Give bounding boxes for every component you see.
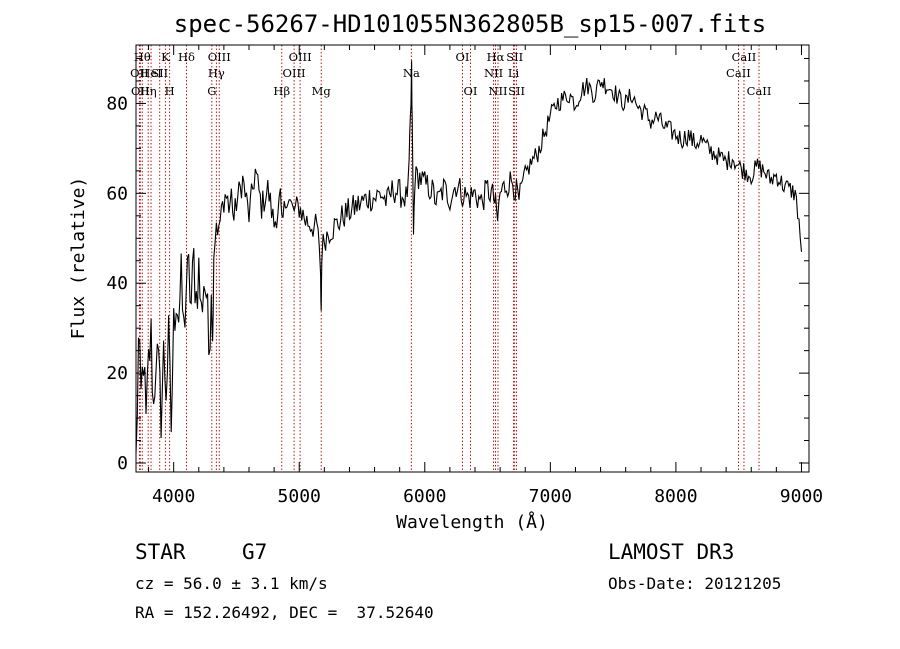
redshift-cz: cz = 56.0 ± 3.1 km/s xyxy=(135,574,328,593)
line-label: SII xyxy=(508,84,525,98)
line-label: HeI xyxy=(140,66,161,80)
line-label: Hα xyxy=(487,50,505,64)
line-label: Hη xyxy=(140,84,157,98)
line-label: Hθ xyxy=(134,50,151,64)
x-axis-label: Wavelength (Å) xyxy=(396,511,548,533)
line-label: CaII xyxy=(732,50,757,64)
line-label: SII xyxy=(506,50,523,64)
line-label: OI xyxy=(463,84,477,98)
line-label: Hβ xyxy=(273,84,290,98)
object-class: STAR xyxy=(135,540,186,564)
x-tick-label: 4000 xyxy=(152,486,195,507)
line-label: OIII xyxy=(208,50,231,64)
y-tick-label: 20 xyxy=(106,363,128,384)
x-tick-label: 5000 xyxy=(278,486,321,507)
line-label: Mg xyxy=(312,84,332,98)
line-label: OI xyxy=(455,50,469,64)
x-tick-label: 7000 xyxy=(529,486,572,507)
line-label: Li xyxy=(508,66,520,80)
x-tick-label: 6000 xyxy=(403,486,446,507)
y-tick-label: 0 xyxy=(117,453,128,474)
x-tick-label: 8000 xyxy=(654,486,697,507)
line-label: NII xyxy=(488,84,507,98)
line-label: SII xyxy=(151,66,168,80)
line-label: OIII xyxy=(289,50,312,64)
line-label: OII xyxy=(130,66,149,80)
spectrum-line xyxy=(135,60,803,454)
y-tick-label: 80 xyxy=(106,93,128,114)
axis-ticks: 4000 5000 6000 7000 8000 9000 0 20 40 60 80 xyxy=(106,45,823,507)
observation-date: Obs-Date: 20121205 xyxy=(608,574,782,593)
line-label: H xyxy=(165,84,175,98)
emission-line-markers xyxy=(138,45,760,472)
line-label: K xyxy=(161,50,170,64)
object-subclass: G7 xyxy=(242,540,268,564)
y-tick-label: 40 xyxy=(106,273,128,294)
emission-line-labels: OIIOIIHθHηHeISIIKHHδHγGOIIIHβOIIIOIIIMgN… xyxy=(130,50,771,98)
y-tick-label: 60 xyxy=(106,183,128,204)
x-tick-label: 9000 xyxy=(780,486,823,507)
line-label: CaII xyxy=(747,84,772,98)
chart-title: spec-56267-HD101055N362805B_sp15-007.fit… xyxy=(174,10,766,38)
line-label: Hδ xyxy=(178,50,195,64)
line-label: G xyxy=(207,84,216,98)
line-label: NII xyxy=(484,66,503,80)
line-label: OIII xyxy=(283,66,306,80)
line-label: CaII xyxy=(726,66,751,80)
line-label: Hγ xyxy=(208,66,225,80)
plot-frame xyxy=(135,44,810,473)
survey-name: LAMOST DR3 xyxy=(608,540,735,564)
coordinates: RA = 152.26492, DEC = 37.52640 xyxy=(135,603,434,622)
y-axis-label: Flux (relative) xyxy=(68,177,89,340)
